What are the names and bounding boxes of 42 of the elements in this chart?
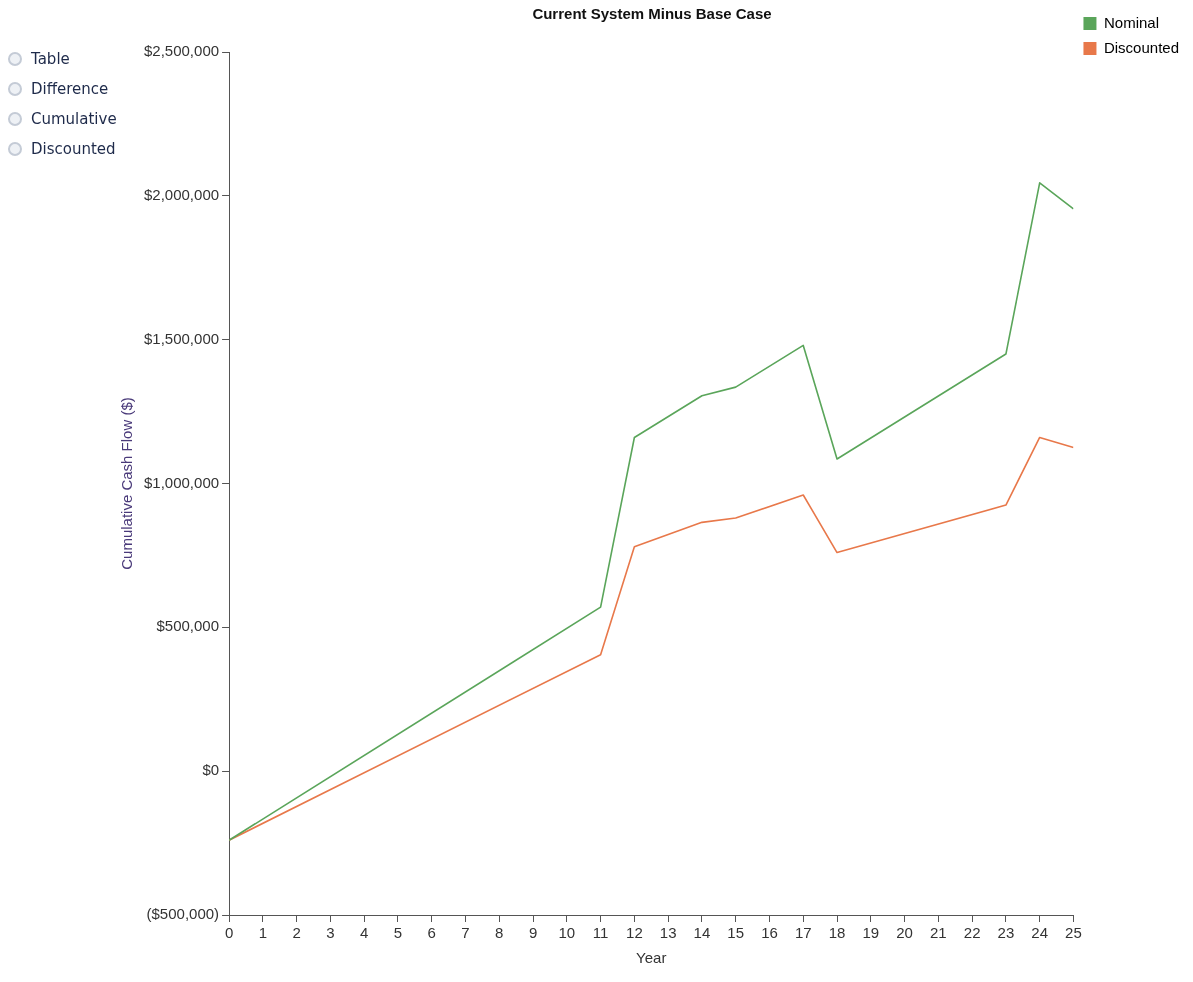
x-tick-label: 9 xyxy=(528,924,538,942)
y-axis-title: Cumulative Cash Flow ($) xyxy=(118,397,136,570)
text: Difference xyxy=(31,80,109,98)
x-axis-title: Year xyxy=(636,949,667,967)
x-tick-label: 7 xyxy=(461,924,470,942)
y-tick-label: $2,500,000 xyxy=(144,42,220,60)
x-tick-label: 14 xyxy=(693,924,711,942)
x-tick-label: 16 xyxy=(761,924,778,942)
x-tick-label: 3 xyxy=(326,924,335,942)
x-tick-label: 25 xyxy=(1065,924,1082,942)
y-tick-label: $1,000,000 xyxy=(144,473,220,491)
text: Discounted xyxy=(31,140,116,158)
x-tick-label: 0 xyxy=(224,924,234,942)
x-tick-label: 13 xyxy=(659,924,677,942)
x-tick-label: 21 xyxy=(930,924,947,942)
x-tick-label: 5 xyxy=(393,924,403,942)
legend-label: Discounted xyxy=(1103,38,1179,56)
y-tick-label: $500,000 xyxy=(156,617,220,635)
x-tick-label: 2 xyxy=(292,924,301,942)
x-tick-label: 1 xyxy=(258,924,268,942)
x-tick-label: 24 xyxy=(1031,924,1049,942)
x-tick-label: 4 xyxy=(360,924,369,942)
x-tick-label: 6 xyxy=(427,924,436,942)
x-tick-label: 20 xyxy=(896,924,913,942)
x-tick-label: 12 xyxy=(626,924,643,942)
text: Cumulative xyxy=(31,110,117,128)
y-tick-label: ($500,000) xyxy=(146,905,220,923)
y-tick-label: $2,000,000 xyxy=(144,185,220,203)
y-tick-label: $1,500,000 xyxy=(144,329,220,347)
x-tick-label: 19 xyxy=(862,924,880,942)
x-tick-label: 8 xyxy=(495,924,504,942)
x-tick-label: 18 xyxy=(828,924,846,942)
legend-label: Nominal xyxy=(1103,13,1159,31)
text: Table xyxy=(31,50,70,68)
x-tick-label: 10 xyxy=(558,924,576,942)
x-tick-label: 17 xyxy=(794,924,812,942)
y-tick-label: $0 xyxy=(202,761,220,779)
x-tick-label: 15 xyxy=(727,924,745,942)
chart-title: Current System Minus Base Case xyxy=(532,5,772,23)
x-tick-label: 22 xyxy=(963,924,981,942)
x-tick-label: 11 xyxy=(592,924,609,942)
x-tick-label: 23 xyxy=(997,924,1015,942)
